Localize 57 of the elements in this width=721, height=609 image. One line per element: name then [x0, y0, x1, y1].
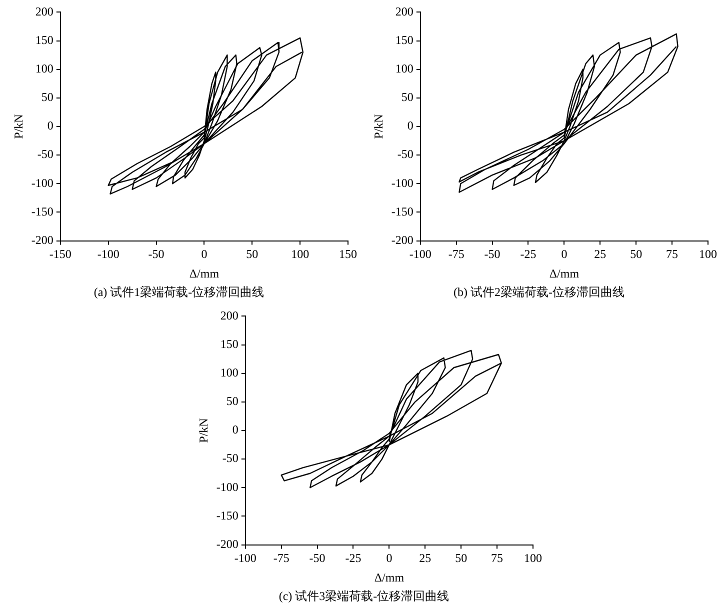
y-tick-label: 150: [395, 32, 414, 47]
text: (c) 试件3梁端荷载-位移滞回曲线: [278, 588, 450, 603]
y-tick-label: 50: [401, 90, 414, 104]
y-tick-label: -150: [31, 204, 54, 218]
y-tick-label: -100: [216, 480, 238, 494]
text: (a) 试件1梁端荷载-位移滞回曲线: [94, 284, 264, 299]
y-tick-label: 100: [35, 62, 54, 76]
x-tick-label: -75: [448, 247, 464, 262]
y-tick-label: -50: [222, 451, 238, 466]
x-axis-title: Δ/mm: [549, 266, 580, 281]
y-tick-label: 0: [232, 422, 238, 437]
y-tick-label: 100: [220, 366, 238, 380]
y-axis-title: P/kN: [371, 114, 386, 139]
x-tick-label: -25: [520, 247, 536, 262]
x-tick-label: 100: [524, 551, 542, 566]
x-axis-title: Δ/mm: [189, 266, 220, 281]
x-tick-label: 75: [666, 247, 678, 262]
x-tick-label: 25: [594, 247, 606, 262]
y-tick-label: 200: [395, 4, 414, 18]
y-tick-label: -100: [31, 176, 54, 190]
y-tick-label: 50: [41, 90, 54, 104]
y-tick-label: -50: [37, 147, 54, 162]
y-axis-title: P/kN: [196, 418, 210, 443]
x-tick-label: -25: [345, 551, 362, 566]
y-tick-label: 0: [47, 118, 54, 133]
x-tick-label: 100: [699, 247, 717, 262]
y-tick-label: 100: [395, 62, 414, 76]
y-tick-label: 50: [226, 394, 238, 408]
y-tick-label: -200: [391, 232, 414, 247]
y-tick-label: 200: [35, 4, 54, 18]
x-tick-label: 75: [491, 551, 504, 566]
x-tick-label: 50: [455, 551, 468, 566]
x-axis-title: Δ/mm: [374, 570, 405, 585]
x-tick-label: -75: [273, 551, 290, 566]
y-tick-label: -150: [216, 508, 238, 522]
x-tick-label: -100: [97, 247, 120, 262]
x-tick-label: -50: [148, 247, 164, 262]
y-tick-label: -150: [391, 204, 414, 218]
x-tick-label: 25: [419, 551, 432, 566]
y-tick-label: -200: [31, 232, 54, 247]
x-tick-label: 100: [291, 247, 310, 262]
x-tick-label: 50: [630, 247, 642, 262]
x-tick-label: -50: [484, 247, 500, 262]
text: (b) 试件2梁端荷载-位移滞回曲线: [454, 284, 624, 299]
y-tick-label: -200: [216, 536, 238, 551]
x-tick-label: 0: [201, 247, 208, 262]
y-tick-label: 200: [220, 308, 238, 322]
x-tick-label: -50: [309, 551, 326, 566]
x-tick-label: 0: [561, 247, 568, 262]
x-tick-label: 150: [339, 247, 357, 262]
y-tick-label: 0: [407, 118, 414, 133]
y-axis-title: P/kN: [11, 114, 26, 139]
y-tick-label: 150: [220, 336, 238, 351]
y-tick-label: 150: [35, 32, 54, 47]
y-tick-label: -100: [391, 176, 414, 190]
x-tick-label: 50: [246, 247, 258, 262]
y-tick-label: -50: [397, 147, 414, 162]
